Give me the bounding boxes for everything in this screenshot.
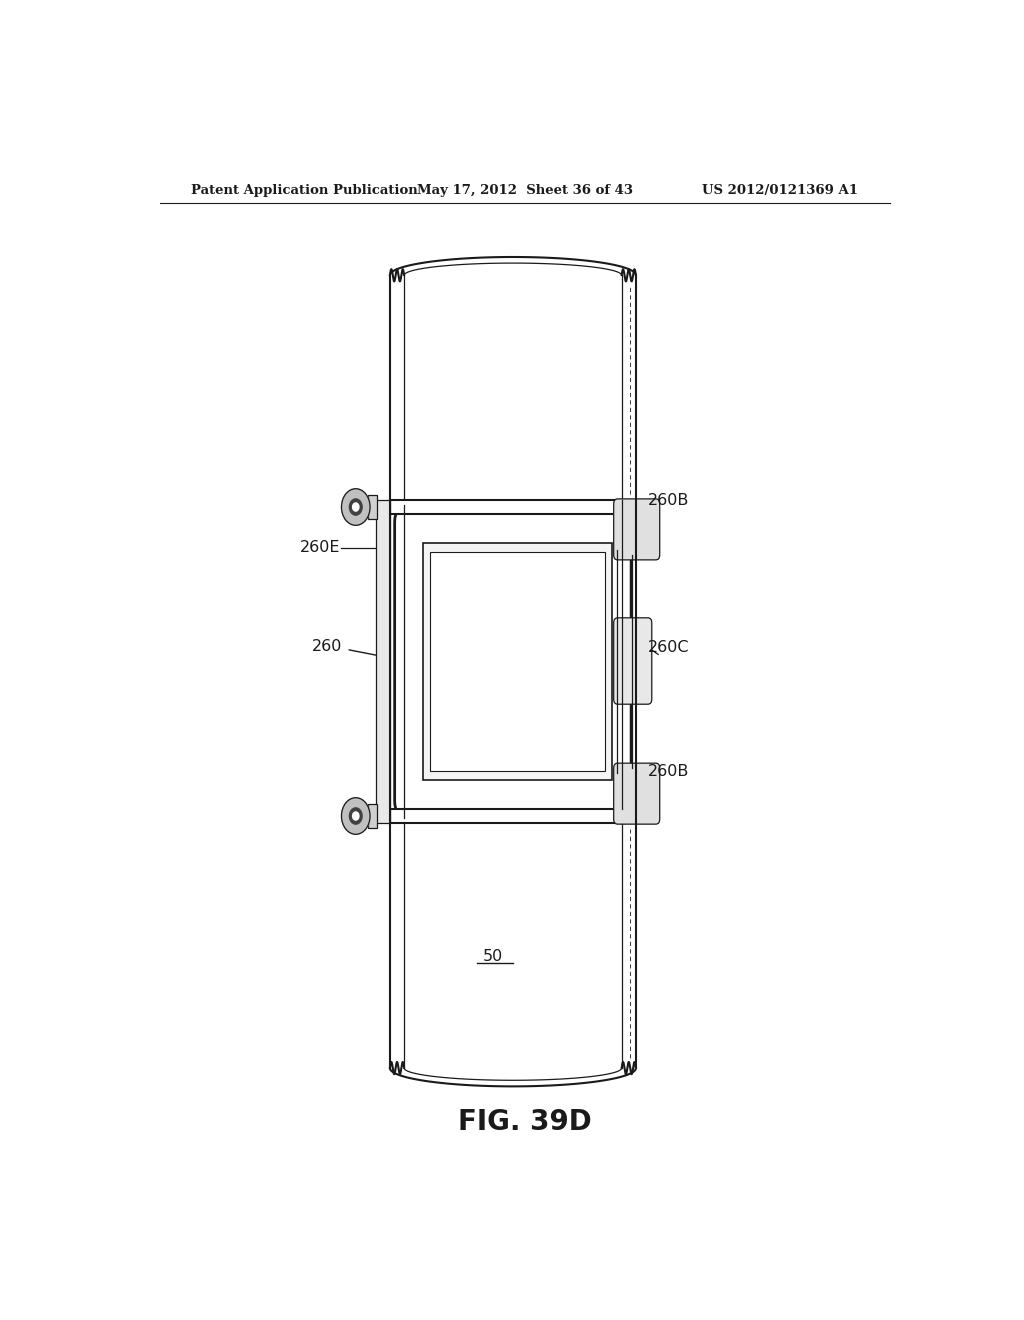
Bar	[423, 543, 612, 780]
Text: Patent Application Publication: Patent Application Publication	[191, 185, 418, 198]
Circle shape	[341, 797, 370, 834]
Bar	[430, 552, 605, 771]
Text: May 17, 2012  Sheet 36 of 43: May 17, 2012 Sheet 36 of 43	[417, 185, 633, 198]
FancyBboxPatch shape	[613, 618, 652, 704]
Bar	[390, 500, 636, 515]
Circle shape	[352, 503, 359, 511]
Bar	[368, 804, 377, 828]
Text: 260C: 260C	[648, 640, 689, 655]
Circle shape	[341, 488, 370, 525]
Circle shape	[352, 812, 359, 820]
Bar	[376, 500, 390, 824]
FancyBboxPatch shape	[613, 499, 659, 560]
Text: 260B: 260B	[648, 764, 689, 779]
Bar	[368, 495, 377, 519]
Text: FIG. 39D: FIG. 39D	[458, 1107, 592, 1137]
Circle shape	[349, 499, 362, 515]
FancyBboxPatch shape	[394, 506, 631, 817]
Bar	[390, 809, 636, 824]
Circle shape	[349, 808, 362, 824]
Text: 50: 50	[483, 949, 503, 964]
Text: 260B: 260B	[648, 494, 689, 508]
Text: US 2012/0121369 A1: US 2012/0121369 A1	[702, 185, 858, 198]
FancyBboxPatch shape	[613, 763, 659, 824]
Text: 260: 260	[312, 639, 342, 653]
Text: 260E: 260E	[300, 540, 341, 556]
